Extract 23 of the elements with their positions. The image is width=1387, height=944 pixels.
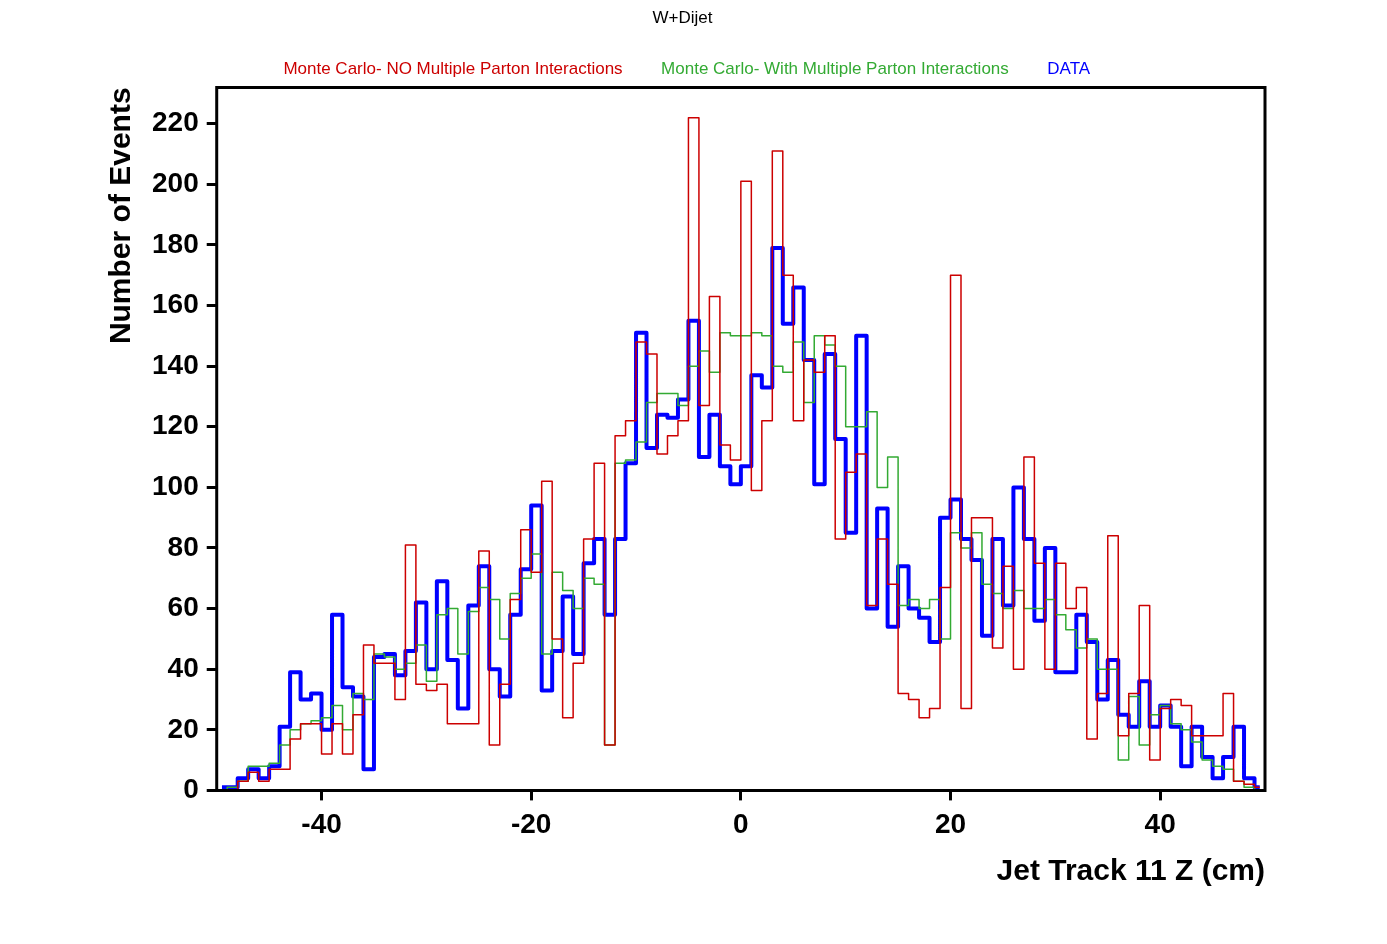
y-tick-label: 60 <box>167 591 199 623</box>
x-axis-title: Jet Track 11 Z (cm) <box>996 853 1265 887</box>
text: DATA <box>1047 58 1091 78</box>
x-tick-label: 20 <box>934 807 967 839</box>
y-tick-label: 20 <box>167 712 199 744</box>
y-tick-label: 200 <box>152 167 199 199</box>
x-tick-label: 40 <box>1144 807 1176 839</box>
legend-title: W+Dijet <box>652 8 713 28</box>
y-tick-label: 80 <box>167 530 199 562</box>
y-tick-label: 40 <box>167 651 199 683</box>
y-axis-title: Number of Events <box>103 87 137 345</box>
y-tick-label: 160 <box>152 288 199 320</box>
text: Monte Carlo- With Multiple Parton Interactions <box>661 58 1009 78</box>
y-tick-label: 0 <box>183 773 199 805</box>
y-tick-label: 180 <box>152 227 199 259</box>
x-tick-label: 0 <box>733 807 749 839</box>
y-tick-label: 100 <box>152 470 199 502</box>
y-tick-label: 220 <box>152 106 199 138</box>
text: Monte Carlo- NO Multiple Parton Interactions <box>283 58 623 78</box>
x-tick-label: -40 <box>301 807 342 839</box>
y-tick-label: 120 <box>152 409 199 441</box>
x-tick-label: -20 <box>510 807 552 839</box>
y-tick-label: 140 <box>152 348 199 380</box>
